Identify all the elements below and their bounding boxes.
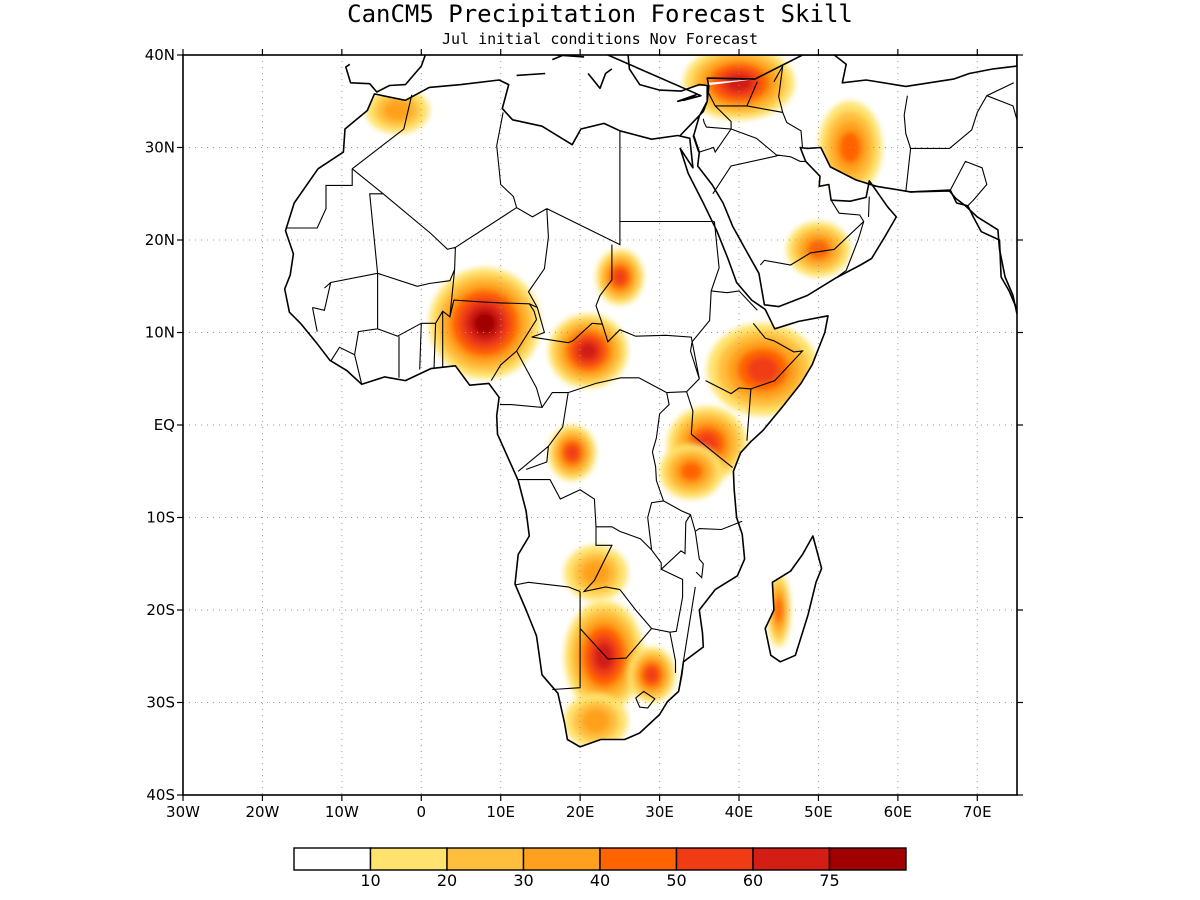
colorbar-label: 30 bbox=[513, 871, 533, 890]
lat-tick-label: 40S bbox=[146, 786, 175, 804]
gridlines bbox=[183, 55, 1017, 795]
map-title: CanCM5 Precipitation Forecast Skill bbox=[347, 0, 853, 28]
lon-tick-label: 70E bbox=[963, 803, 992, 821]
lon-tick-label: 30E bbox=[645, 803, 674, 821]
skill-region bbox=[564, 545, 628, 601]
lat-tick-label: 30S bbox=[146, 694, 175, 712]
lat-tick-label: 10S bbox=[146, 509, 175, 527]
skill-contour bbox=[578, 342, 598, 360]
map-subtitle: Jul initial conditions Nov Forecast bbox=[442, 30, 758, 48]
colorbar-swatch bbox=[828, 847, 907, 871]
skill-region bbox=[564, 693, 628, 747]
colorbar-label: 60 bbox=[743, 871, 763, 890]
colorbar-swatch bbox=[293, 847, 372, 871]
lat-tick-label: 20N bbox=[145, 231, 175, 249]
skill-contour bbox=[725, 73, 753, 92]
lon-tick-label: 10W bbox=[325, 803, 359, 821]
europe-coastline bbox=[345, 55, 702, 103]
skill-region bbox=[683, 55, 795, 120]
colorbar-swatch bbox=[675, 847, 754, 871]
arabia-coastline bbox=[627, 55, 1017, 315]
skill-contour bbox=[581, 560, 611, 586]
lon-tick-label: 0 bbox=[417, 803, 427, 821]
skill-region bbox=[627, 647, 676, 703]
skill-contour bbox=[774, 597, 783, 623]
skill-contour bbox=[746, 356, 779, 383]
lat-tick-label: EQ bbox=[154, 416, 175, 434]
lat-tick-label: 30N bbox=[145, 139, 175, 157]
madagascar-coastline bbox=[764, 535, 823, 663]
skill-contour bbox=[613, 269, 627, 285]
skill-contour bbox=[473, 311, 497, 335]
skill-shading bbox=[365, 55, 882, 747]
colorbar-swatch bbox=[599, 847, 678, 871]
colorbar-label: 75 bbox=[819, 871, 839, 890]
skill-region bbox=[659, 443, 724, 500]
africa-coastline bbox=[283, 79, 829, 748]
skill-region bbox=[564, 600, 644, 712]
lat-tick-label: 40N bbox=[145, 46, 175, 64]
colorbar-swatch bbox=[752, 847, 831, 871]
colorbar-label: 20 bbox=[437, 871, 457, 890]
border-lines bbox=[286, 65, 1017, 709]
skill-region bbox=[548, 425, 596, 481]
colorbar-label: 40 bbox=[590, 871, 610, 890]
coastlines bbox=[283, 55, 1017, 748]
skill-contour bbox=[807, 239, 830, 259]
lon-tick-label: 20E bbox=[566, 803, 595, 821]
skill-contour bbox=[383, 100, 412, 121]
colorbar: 10 20 30 40 50 60 75 bbox=[293, 847, 907, 890]
india-coastline bbox=[909, 190, 1017, 315]
skill-region bbox=[365, 87, 430, 134]
skill-contour bbox=[565, 444, 579, 461]
colorbar-label: 10 bbox=[360, 871, 380, 890]
lon-tick-label: 30W bbox=[166, 803, 200, 821]
lat-tick-label: 20S bbox=[146, 601, 175, 619]
skill-region bbox=[548, 314, 628, 388]
colorbar-swatch bbox=[369, 847, 448, 871]
skill-region bbox=[596, 249, 644, 305]
skill-shading-land bbox=[365, 55, 882, 747]
lon-tick-label: 50E bbox=[804, 803, 833, 821]
country-borders bbox=[286, 65, 1017, 709]
skill-region bbox=[429, 267, 541, 379]
skill-contour bbox=[581, 708, 611, 734]
lon-tick-label: 20W bbox=[245, 803, 279, 821]
colorbar-swatch bbox=[522, 847, 601, 871]
skill-contour bbox=[644, 666, 659, 683]
lon-tick-label: 10E bbox=[486, 803, 515, 821]
lat-tick-label: 10N bbox=[145, 324, 175, 342]
lon-tick-label: 40E bbox=[725, 803, 754, 821]
skill-contour bbox=[839, 131, 862, 164]
skill-region bbox=[786, 221, 851, 278]
colorbar-label: 50 bbox=[666, 871, 686, 890]
lon-tick-label: 60E bbox=[884, 803, 913, 821]
skill-contour bbox=[680, 461, 703, 481]
colorbar-swatch bbox=[446, 847, 525, 871]
